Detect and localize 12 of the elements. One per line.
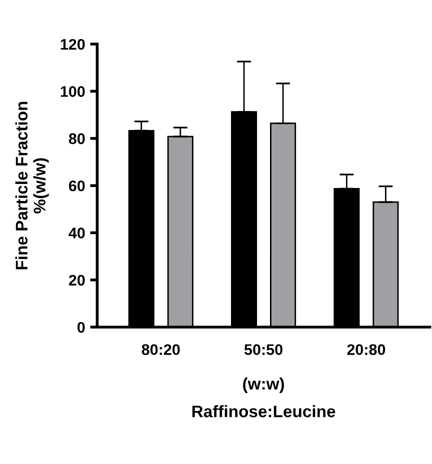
x-tick-label: 20:80	[347, 344, 386, 356]
y-axis-title: Fine Particle Fraction %(w/w)	[15, 102, 49, 270]
y-tick-label: 60	[68, 180, 85, 192]
y-tick-label: 0	[78, 322, 85, 333]
x-tick-label: 50:50	[244, 344, 282, 356]
x-tick-label: 80:20	[142, 344, 180, 356]
y-tick-label: 120	[60, 38, 85, 50]
x-axis-title: (w:w) Raffinose:Leucine	[192, 377, 336, 418]
y-tick-label: 80	[68, 133, 85, 144]
y-tick-label: 20	[68, 274, 85, 286]
y-tick-label: 100	[60, 86, 85, 97]
y-tick-label: 40	[68, 228, 85, 238]
